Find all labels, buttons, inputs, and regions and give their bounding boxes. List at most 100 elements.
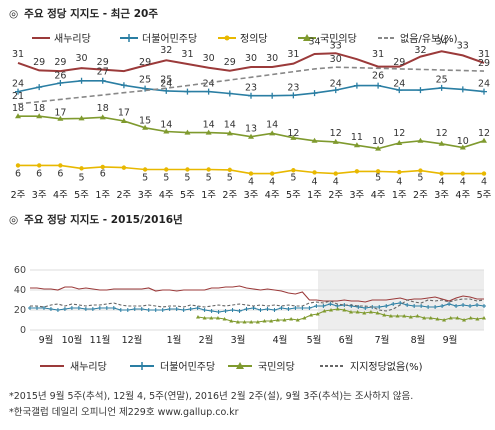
series2-point-sb354bd88c5b4 (216, 310, 221, 314)
x-tick-label: 2주 (117, 190, 132, 198)
series-point-sb354bd88c5b4 (290, 92, 297, 99)
data-label-sb354bd88c5b4: 27 (97, 66, 109, 77)
series-point-sb354bd88c5b4 (142, 85, 149, 92)
data-label-sb354bd88c5b4: 23 (245, 83, 257, 94)
data-label-sc815c758b2f9: 4 (333, 177, 339, 188)
data-label-sc0c8b204b9ac: 29 (97, 57, 109, 68)
series2-point-sb354bd88c5b4 (62, 307, 67, 311)
data-label-sad6dbbfcc758: 12 (393, 128, 405, 139)
x-tick-label: 4주 (159, 190, 174, 198)
data-label-sc0c8b204b9ac: 31 (12, 49, 24, 60)
series2-point-sb354bd88c5b4 (90, 307, 95, 311)
series2-point-sb354bd88c5b4 (363, 306, 368, 310)
x2-month-label: 8월 (411, 334, 426, 346)
legend-label-sc5c6c74c2fc7: 없음/유보(%) (400, 32, 458, 45)
series2-point-sad6dbbfcc758 (275, 318, 280, 322)
x2-month-label: 5월 (307, 334, 322, 346)
series2-point-sad6dbbfcc758 (249, 320, 254, 324)
x-tick-label: 5주 (286, 190, 301, 198)
series-point-sb354bd88c5b4 (248, 92, 254, 99)
legend2-label-sc0c8b204b9ac: 새누리당 (70, 361, 107, 373)
series2-point-sb354bd88c5b4 (69, 306, 74, 310)
x2-month-label: 4월 (273, 334, 288, 346)
series-point-sad6dbbfcc758 (311, 137, 318, 143)
series-point-sc815c758b2f9 (375, 169, 381, 174)
series2-point-sb354bd88c5b4 (153, 308, 158, 312)
series-point-sc815c758b2f9 (248, 171, 254, 176)
x-tick-label: 2주 (222, 190, 237, 198)
series2-point-sad6dbbfcc758 (362, 311, 367, 315)
series2-point-sad6dbbfcc758 (468, 316, 473, 320)
series2-point-sad6dbbfcc758 (342, 308, 347, 312)
series2-point-sb354bd88c5b4 (34, 306, 39, 310)
x2-month-label: 6월 (339, 334, 354, 346)
series2-point-sad6dbbfcc758 (408, 315, 413, 319)
data-label-sad6dbbfcc758: 18 (33, 103, 45, 114)
series-point-sc815c758b2f9 (291, 168, 296, 173)
series-point-sb354bd88c5b4 (332, 87, 339, 94)
data-label-sad6dbbfcc758: 17 (54, 107, 66, 118)
data-label-sc815c758b2f9: 5 (184, 173, 190, 184)
data-label-sad6dbbfcc758: 14 (224, 120, 236, 131)
series-point-sc815c758b2f9 (460, 171, 466, 176)
series2-point-sb354bd88c5b4 (412, 304, 417, 308)
series2-point-sb354bd88c5b4 (83, 307, 88, 311)
x2-month-label: 7월 (375, 334, 390, 346)
series-line-sc5c6c74c2fc7 (17, 66, 485, 105)
series-point-sb354bd88c5b4 (163, 87, 170, 94)
series-point-sc815c758b2f9 (36, 163, 42, 168)
series2-point-sb354bd88c5b4 (76, 306, 81, 310)
x2-month-label: 3월 (231, 334, 246, 346)
data-label-sc815c758b2f9: 4 (312, 177, 318, 188)
data-label-sc815c758b2f9: 4 (248, 177, 254, 188)
data-label-sc815c758b2f9: 5 (290, 173, 296, 184)
series2-point-sb354bd88c5b4 (118, 308, 123, 312)
x2-month-label: 11월 (90, 334, 111, 346)
series-point-sad6dbbfcc758 (36, 113, 43, 119)
series-point-sb354bd88c5b4 (353, 82, 360, 89)
series2-point-sad6dbbfcc758 (335, 307, 340, 311)
data-label-sb354bd88c5b4: 25 (436, 75, 448, 86)
x-tick-label: 5주 (74, 190, 89, 198)
series2-point-sb354bd88c5b4 (209, 309, 214, 313)
series2-point-sad6dbbfcc758 (302, 316, 307, 320)
series-point-sad6dbbfcc758 (57, 115, 64, 121)
series2-point-sb354bd88c5b4 (97, 306, 102, 310)
series-point-sad6dbbfcc758 (417, 137, 424, 143)
x-tick-label: 1주 (307, 190, 322, 198)
series2-point-sad6dbbfcc758 (395, 314, 400, 318)
data-label-sc815c758b2f9: 6 (15, 168, 21, 179)
x2-month-label: 10월 (62, 334, 83, 346)
x-tick-label: 3주 (32, 190, 47, 198)
series2-point-sad6dbbfcc758 (229, 319, 234, 323)
data-label-sb354bd88c5b4: 25 (139, 75, 151, 86)
x-tick-label: 1주 (392, 190, 407, 198)
series2-point-sb354bd88c5b4 (251, 306, 256, 310)
data-label-sc0c8b204b9ac: 30 (266, 53, 278, 64)
data-label-sad6dbbfcc758: 14 (203, 120, 215, 131)
series-point-sc815c758b2f9 (79, 166, 84, 171)
series2-point-sb354bd88c5b4 (328, 302, 333, 306)
data-label-sc815c758b2f9: 5 (417, 173, 423, 184)
series2-point-sb354bd88c5b4 (132, 307, 137, 311)
series2-point-sad6dbbfcc758 (448, 316, 453, 320)
series-point-sb354bd88c5b4 (438, 84, 445, 91)
series2-point-sb354bd88c5b4 (160, 308, 165, 312)
series-point-sad6dbbfcc758 (375, 145, 382, 151)
series-point-sb354bd88c5b4 (311, 90, 318, 97)
data-label-sc0c8b204b9ac: 29 (33, 57, 45, 68)
series-point-sb354bd88c5b4 (15, 88, 21, 95)
series-point-sb354bd88c5b4 (417, 87, 424, 94)
series2-point-sad6dbbfcc758 (202, 316, 207, 320)
series2-point-sad6dbbfcc758 (222, 317, 227, 321)
series2-point-sad6dbbfcc758 (455, 316, 460, 320)
data-label-sb354bd88c5b4: 26 (372, 70, 384, 81)
series-point-sad6dbbfcc758 (438, 140, 445, 146)
series-point-sad6dbbfcc758 (163, 128, 170, 134)
series-point-sc815c758b2f9 (397, 169, 402, 175)
series-point-sb354bd88c5b4 (226, 90, 233, 97)
data-label-sc0c8b204b9ac: 29 (139, 57, 151, 68)
series2-point-sad6dbbfcc758 (309, 313, 314, 317)
series-point-sc815c758b2f9 (354, 169, 360, 174)
series2-point-sb354bd88c5b4 (167, 307, 172, 311)
